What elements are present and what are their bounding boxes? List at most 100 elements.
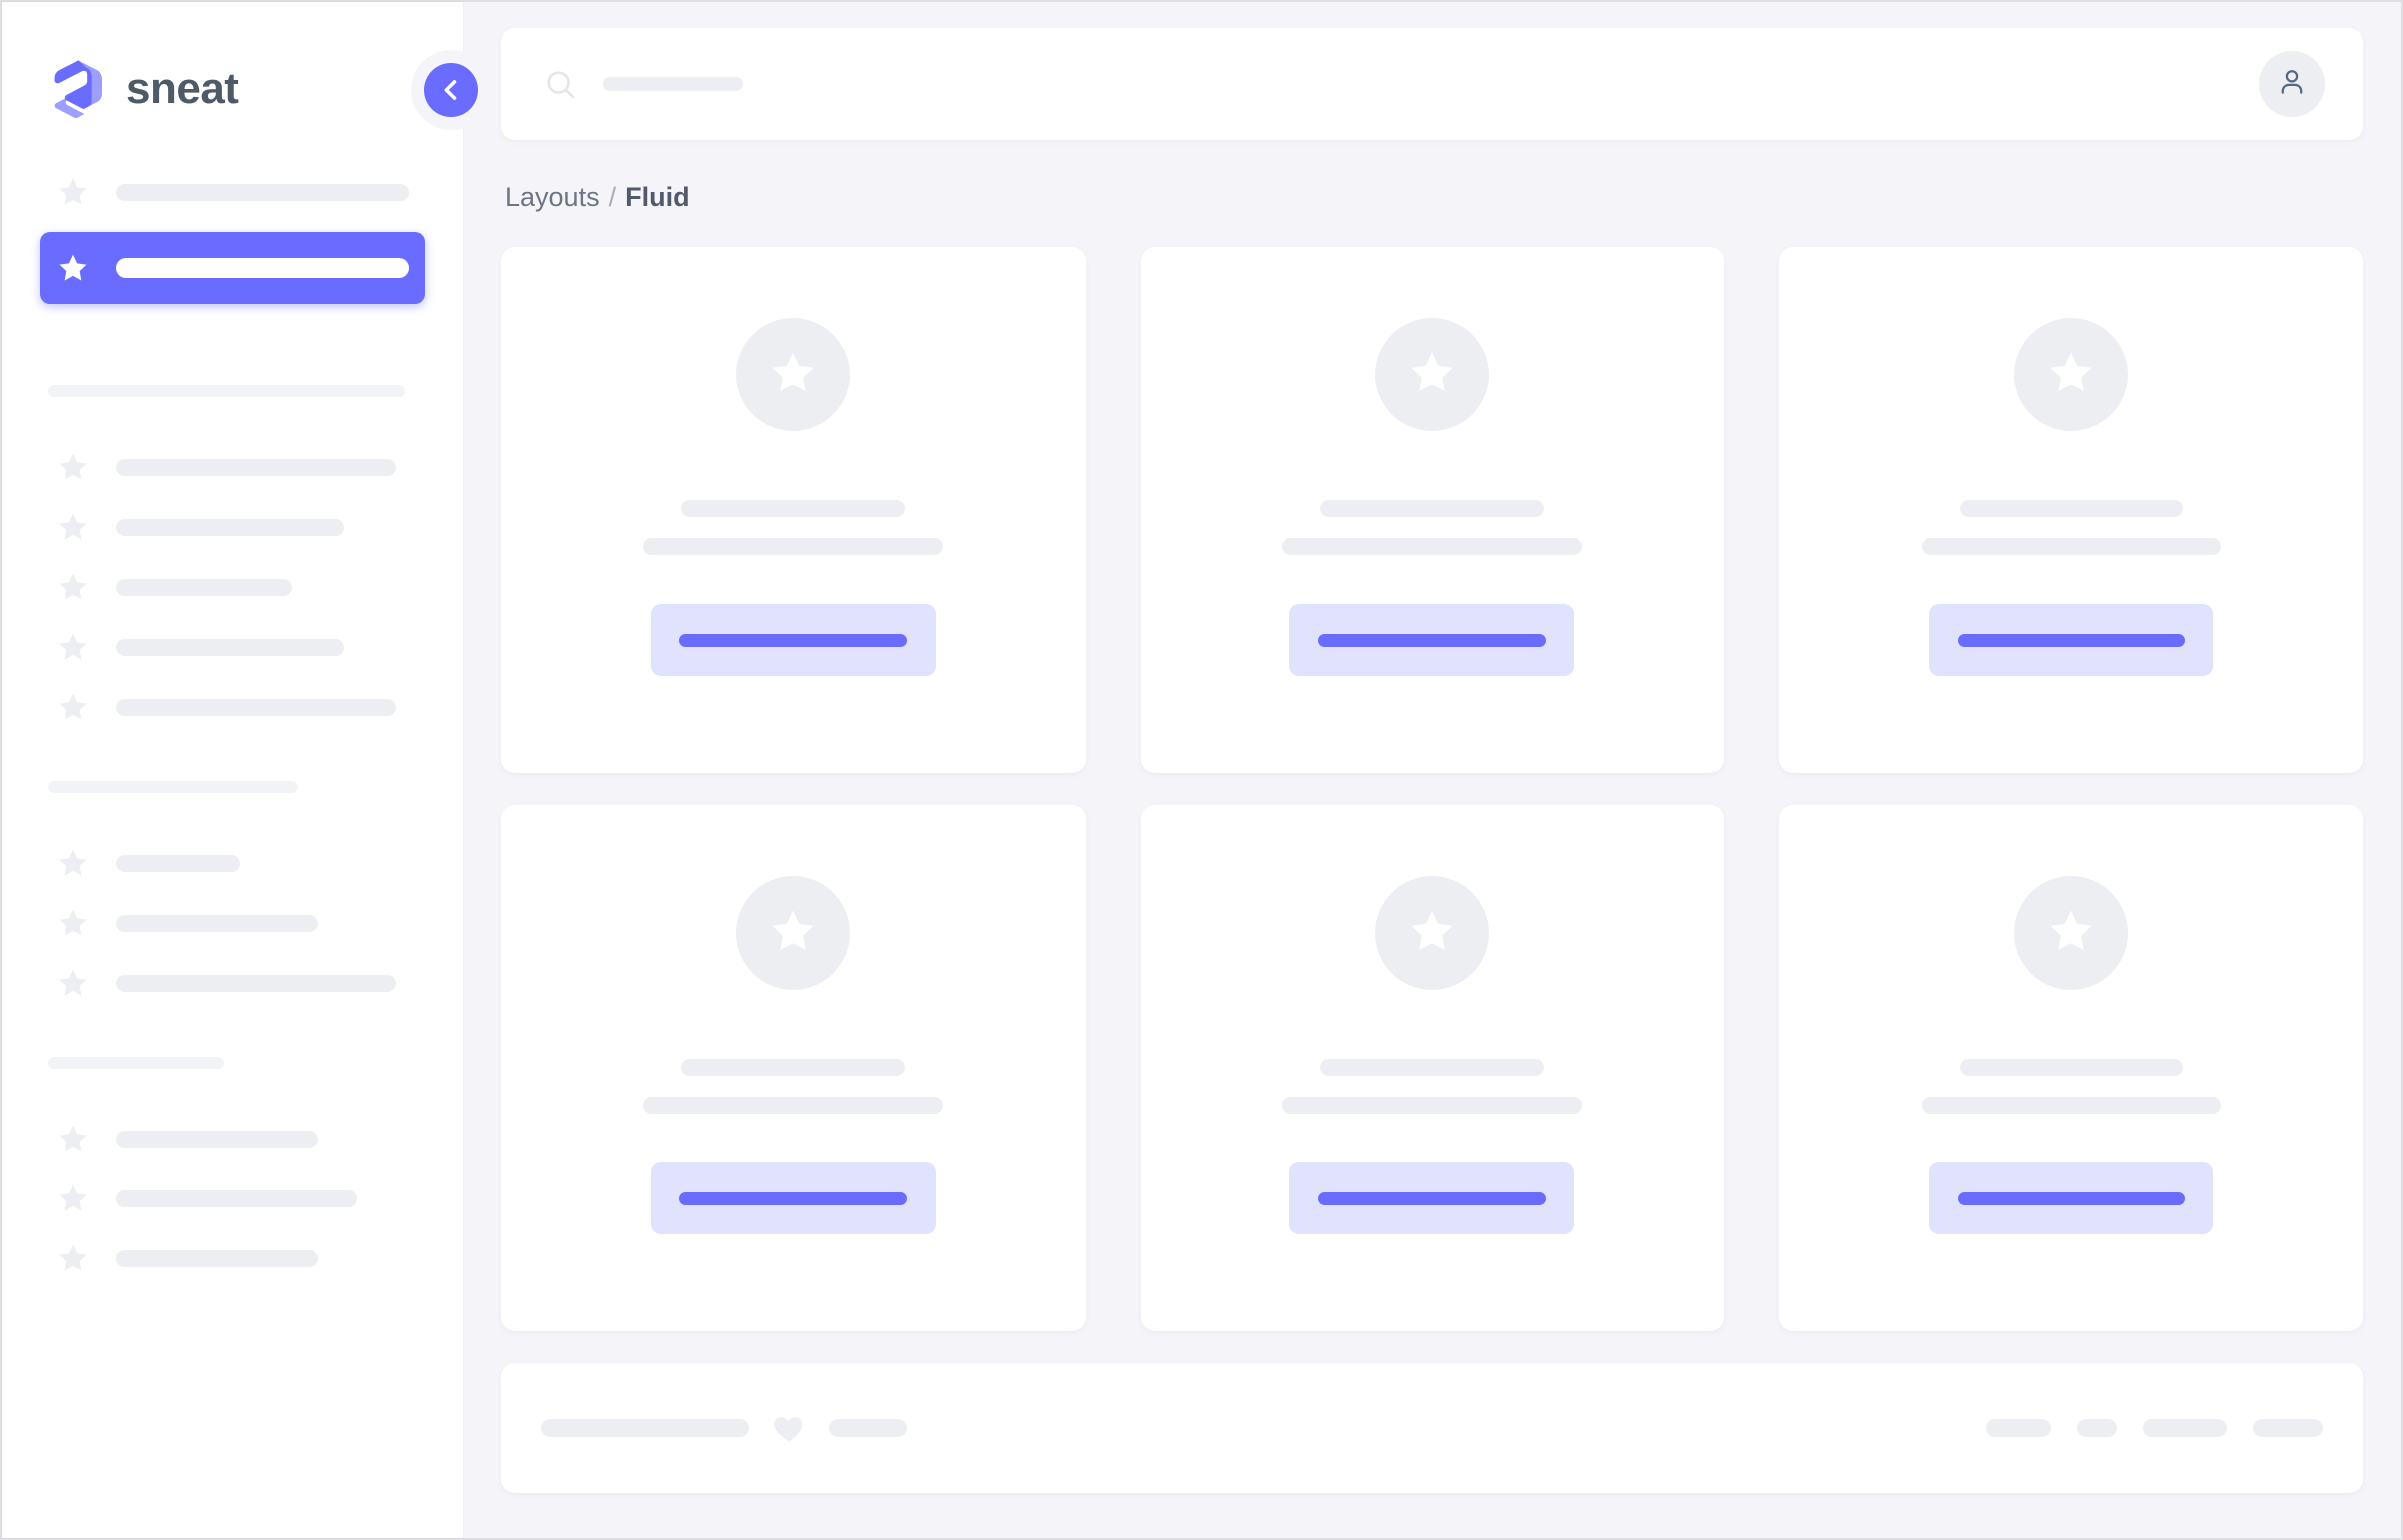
sidebar-spacer	[2, 314, 463, 342]
card-action-button[interactable]	[1929, 1162, 2214, 1234]
sidebar-item-1-2[interactable]	[40, 557, 425, 617]
sidebar-group-divider	[48, 1057, 224, 1069]
star-icon	[56, 1241, 90, 1275]
card-text-skeleton	[1921, 538, 2221, 555]
sidebar-item-1-1[interactable]	[40, 497, 425, 557]
footer-link-2[interactable]	[2143, 1419, 2227, 1437]
star-icon	[56, 570, 90, 604]
star-icon	[1406, 905, 1458, 962]
search-placeholder-skeleton	[603, 77, 743, 91]
breadcrumb-parent[interactable]: Layouts	[505, 182, 600, 212]
card-grid	[501, 247, 2363, 1331]
star-icon	[1406, 347, 1458, 403]
sidebar-item-label-skeleton	[116, 458, 396, 476]
sidebar-item-label-skeleton	[116, 578, 292, 596]
card-action-button[interactable]	[1929, 604, 2214, 676]
sidebar-item-label-skeleton	[116, 258, 409, 278]
chevron-left-icon	[437, 76, 465, 104]
card	[1779, 247, 2363, 773]
card-button-label-skeleton	[1957, 633, 2185, 647]
sidebar-item-0-1[interactable]	[40, 232, 425, 304]
sneat-logo-icon	[50, 58, 108, 120]
user-avatar-button[interactable]	[2259, 51, 2325, 117]
card-text-skeleton	[1281, 1097, 1582, 1114]
star-icon	[767, 905, 819, 962]
sidebar-item-2-0[interactable]	[40, 833, 425, 893]
star-icon	[56, 846, 90, 880]
sidebar-item-1-0[interactable]	[40, 437, 425, 497]
card	[1779, 805, 2363, 1331]
card-button-label-skeleton	[1317, 633, 1546, 647]
top-navbar	[501, 28, 2363, 140]
sidebar-item-label-skeleton	[116, 518, 344, 536]
sidebar-item-label-skeleton	[116, 914, 318, 932]
content-area: Layouts / Fluid	[463, 2, 2401, 1538]
sidebar-group-divider	[48, 385, 405, 397]
star-icon	[56, 966, 90, 1000]
sidebar-item-1-3[interactable]	[40, 617, 425, 677]
search-input[interactable]	[543, 67, 2259, 101]
card-button-label-skeleton	[679, 633, 908, 647]
sidebar-item-label-skeleton	[116, 698, 396, 716]
star-icon	[2045, 905, 2097, 962]
card-action-button[interactable]	[650, 604, 936, 676]
star-icon	[2045, 347, 2097, 403]
star-icon	[767, 347, 819, 403]
card-title-skeleton	[1959, 1059, 2183, 1076]
breadcrumb-separator: /	[608, 182, 617, 212]
search-icon	[543, 67, 577, 101]
card-action-button[interactable]	[1289, 1162, 1575, 1234]
brand[interactable]: sneat	[2, 2, 463, 130]
card-action-button[interactable]	[650, 1162, 936, 1234]
sidebar-item-3-2[interactable]	[40, 1228, 425, 1288]
footer-left	[541, 1410, 907, 1446]
sidebar-item-label-skeleton	[116, 854, 240, 872]
card-avatar	[1374, 876, 1489, 990]
card	[501, 247, 1086, 773]
card-avatar	[2013, 318, 2128, 431]
sidebar-item-label-skeleton	[116, 1130, 318, 1148]
card-avatar	[1374, 318, 1489, 431]
breadcrumb-current: Fluid	[625, 182, 690, 212]
sidebar: sneat	[2, 2, 491, 1538]
card-title-skeleton	[681, 500, 906, 517]
star-icon	[56, 630, 90, 664]
card-avatar	[2013, 876, 2128, 990]
card-text-skeleton	[643, 538, 944, 555]
star-icon	[56, 251, 90, 285]
sidebar-nav	[2, 130, 463, 1288]
sidebar-item-label-skeleton	[116, 1249, 318, 1267]
footer-links	[1986, 1419, 2323, 1437]
brand-name: sneat	[126, 64, 239, 113]
footer-copyright-skeleton	[541, 1419, 749, 1437]
sidebar-collapse-button[interactable]	[424, 63, 478, 117]
card-action-button[interactable]	[1289, 604, 1575, 676]
card-button-label-skeleton	[1317, 1191, 1546, 1205]
card	[501, 805, 1086, 1331]
sidebar-item-2-2[interactable]	[40, 953, 425, 1013]
footer-link-0[interactable]	[1986, 1419, 2051, 1437]
sidebar-item-3-1[interactable]	[40, 1168, 425, 1228]
card-button-label-skeleton	[1957, 1191, 2185, 1205]
footer-link-1[interactable]	[2077, 1419, 2117, 1437]
sidebar-item-1-4[interactable]	[40, 677, 425, 737]
star-icon	[56, 690, 90, 724]
sidebar-item-label-skeleton	[116, 974, 396, 992]
footer-author-skeleton	[829, 1419, 907, 1437]
user-avatar-icon	[2275, 65, 2309, 104]
collapse-halo	[411, 50, 491, 130]
card-button-label-skeleton	[679, 1191, 908, 1205]
card-avatar	[736, 876, 851, 990]
card-title-skeleton	[1319, 1059, 1544, 1076]
sidebar-item-3-0[interactable]	[40, 1109, 425, 1168]
sidebar-item-0-0[interactable]	[40, 162, 425, 222]
sidebar-item-label-skeleton	[116, 1189, 357, 1207]
sidebar-item-2-1[interactable]	[40, 893, 425, 953]
star-icon	[56, 1122, 90, 1155]
footer-link-3[interactable]	[2253, 1419, 2323, 1437]
card-title-skeleton	[1959, 500, 2183, 517]
footer	[501, 1363, 2363, 1493]
card	[1140, 247, 1725, 773]
card-avatar	[736, 318, 851, 431]
